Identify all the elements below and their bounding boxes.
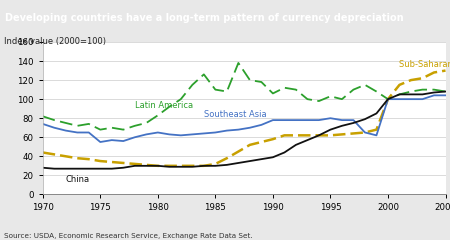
- Text: Latin America: Latin America: [135, 101, 193, 110]
- Text: Index value (2000=100): Index value (2000=100): [4, 37, 107, 46]
- Text: Source: USDA, Economic Research Service, Exchange Rate Data Set.: Source: USDA, Economic Research Service,…: [4, 233, 253, 239]
- Text: Sub-Saharan Africa: Sub-Saharan Africa: [400, 60, 450, 69]
- Text: China: China: [66, 175, 90, 184]
- Text: Southeast Asia: Southeast Asia: [204, 110, 266, 119]
- Text: Developing countries have a long-term pattern of currency depreciation: Developing countries have a long-term pa…: [5, 13, 404, 23]
